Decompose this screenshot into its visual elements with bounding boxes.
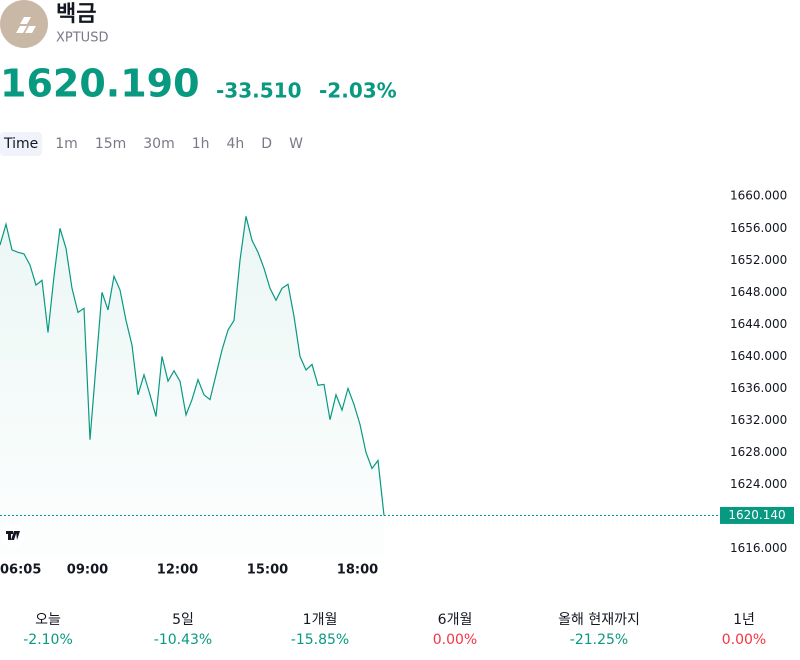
interval-tab[interactable]: 30m [143, 136, 174, 152]
period-change: -21.25% [570, 632, 628, 648]
y-tick-label: 1640.000 [730, 349, 787, 363]
period-label[interactable]: 5일 [172, 612, 194, 628]
x-tick-label: 12:00 [157, 563, 198, 578]
performance-row: 오늘 -2.10% 5일 -10.43% 1개월 -15.85% 6개월 0.00% 올해 현재… [23, 612, 766, 648]
interval-tab[interactable]: 15m [95, 136, 126, 152]
interval-tab[interactable]: W [289, 136, 303, 152]
price-change: -33.510 [216, 79, 301, 103]
area-fill [0, 216, 384, 556]
tradingview-logo [1, 524, 25, 548]
y-tick-label: 1628.000 [730, 445, 787, 459]
price: 1620.190 [0, 62, 200, 106]
x-tick-label: 06:05 [0, 563, 41, 578]
y-tick-label: 1648.000 [730, 285, 787, 299]
period-label[interactable]: 1년 [733, 612, 755, 628]
y-tick-label: 1616.000 [730, 541, 787, 555]
x-tick-label: 15:00 [247, 563, 288, 578]
period-label[interactable]: 올해 현재까지 [558, 612, 640, 628]
last-price-badge [720, 506, 794, 524]
price-change-percent: -2.03% [319, 79, 397, 103]
interval-tab[interactable]: D [261, 136, 272, 152]
y-tick-label: 1644.000 [730, 317, 787, 331]
y-tick-label: 1624.000 [730, 477, 787, 491]
interval-tab[interactable]: 1m [55, 136, 78, 152]
period-change: -15.85% [291, 632, 349, 648]
x-tick-label: 18:00 [337, 563, 378, 578]
y-tick-label: 1656.000 [730, 221, 787, 235]
y-tick-label: 1632.000 [730, 413, 787, 427]
interval-tab[interactable]: 1h [192, 136, 210, 152]
interval-tab[interactable]: Time [3, 136, 38, 152]
period-change: -10.43% [154, 632, 212, 648]
symbol-logo [0, 0, 48, 48]
period-change: -2.10% [23, 632, 73, 648]
interval-tabs: Time 1m 15m 30m 1h 4h D W [0, 132, 303, 156]
interval-tab[interactable]: 4h [227, 136, 245, 152]
y-tick-label: 1660.000 [730, 189, 787, 203]
period-label[interactable]: 1개월 [303, 612, 338, 628]
x-tick-label: 09:00 [67, 563, 108, 578]
symbol-code: XPTUSD [56, 31, 108, 46]
symbol-title: 백금 [56, 2, 96, 27]
period-label[interactable]: 6개월 [438, 612, 473, 628]
tab-background [0, 132, 43, 156]
chart: 1616.000 1624.000 1628.000 1632.000 1636.000… [0, 189, 794, 578]
period-change: 0.00% [722, 632, 766, 648]
y-tick-label: 1652.000 [730, 253, 787, 267]
price-line [0, 216, 385, 516]
period-change: 0.00% [433, 632, 477, 648]
period-label[interactable]: 오늘 [35, 612, 61, 628]
last-price-label: 1620.140 [728, 508, 785, 522]
y-tick-label: 1636.000 [730, 381, 787, 395]
